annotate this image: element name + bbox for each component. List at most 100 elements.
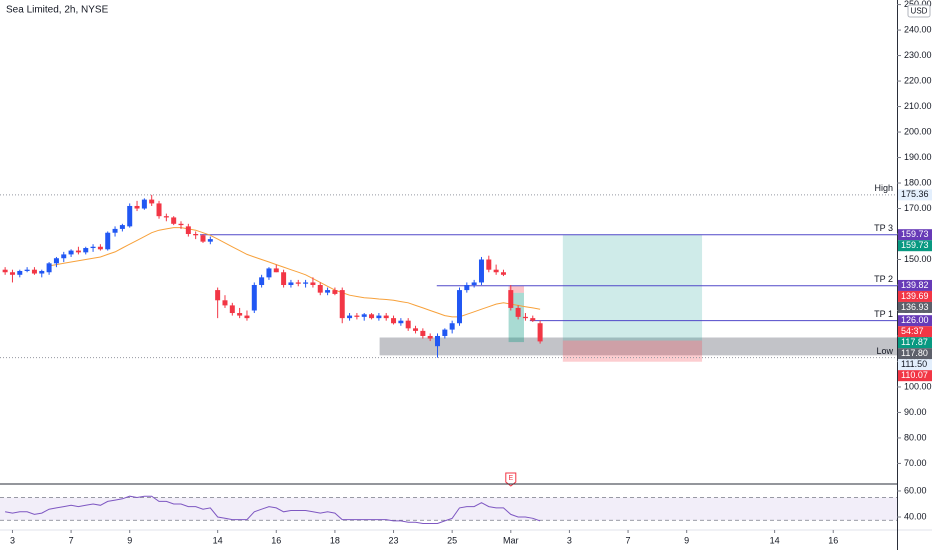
y-tick-label: 70.00 xyxy=(904,458,927,468)
candle-body xyxy=(200,235,206,242)
candle-body xyxy=(46,263,52,273)
candle-body xyxy=(281,272,287,285)
price-tag xyxy=(898,315,932,327)
y-tick-label: 90.00 xyxy=(904,407,927,417)
rsi-tick-label: 40.00 xyxy=(904,511,927,521)
x-tick-label: 16 xyxy=(271,535,281,545)
zone-box xyxy=(508,285,524,293)
price-tag xyxy=(898,240,932,252)
candle-body xyxy=(515,307,521,317)
candle-body xyxy=(442,329,448,336)
candle-body xyxy=(317,284,323,293)
candle-body xyxy=(456,290,462,324)
candle-body xyxy=(24,269,30,271)
price-tag-label: 111.50 xyxy=(901,359,927,369)
plot-layer: High TP 3 TP 2 TP 1 Low E xyxy=(0,183,897,524)
candle-body xyxy=(83,248,89,253)
x-tick-label: 23 xyxy=(389,535,399,545)
candle-body xyxy=(303,282,309,284)
event-label: E xyxy=(508,475,513,482)
candle-body xyxy=(134,205,140,209)
candle-body xyxy=(332,290,338,294)
y-tick-label: 210.00 xyxy=(904,101,932,111)
currency-box xyxy=(907,4,931,18)
candle-body xyxy=(435,335,441,347)
price-tag-label: 139.82 xyxy=(901,280,929,290)
price-tag xyxy=(898,370,932,382)
candle-body xyxy=(9,272,15,275)
price-tag-label: 110.07 xyxy=(901,370,928,380)
x-tick-label: 16 xyxy=(828,535,838,545)
candle-body xyxy=(500,272,506,275)
candle-body xyxy=(75,250,81,253)
price-tag-label: 117.87 xyxy=(901,337,928,347)
rsi-tick-label: 60.00 xyxy=(904,485,927,495)
price-tag xyxy=(898,229,932,241)
candle-body xyxy=(383,315,389,319)
y-tick-label: 100.00 xyxy=(904,381,932,391)
y-tick-label: 150.00 xyxy=(904,254,932,264)
x-tick-label: 14 xyxy=(770,535,780,545)
level-label: TP 3 xyxy=(874,223,893,233)
x-tick-label: 25 xyxy=(447,535,457,545)
candle-body xyxy=(361,314,367,317)
y-tick-label: 230.00 xyxy=(904,50,932,60)
zone-box xyxy=(379,337,897,356)
candle-body xyxy=(522,316,528,319)
candle-body xyxy=(31,269,37,274)
candle-body xyxy=(288,282,294,285)
candle-body xyxy=(215,290,221,301)
price-tag-label: 159.73 xyxy=(901,229,929,239)
y-tick-label: 220.00 xyxy=(904,75,932,85)
candle-body xyxy=(427,335,433,339)
price-tag-label: 117.80 xyxy=(901,348,928,358)
x-tick-label: 7 xyxy=(69,535,74,545)
currency: USD xyxy=(911,7,928,16)
candle-body xyxy=(163,216,169,218)
price-tag-label: 175.36 xyxy=(901,189,929,199)
level-label: Low xyxy=(876,346,893,356)
candle-body xyxy=(347,315,353,319)
level-label: TP 1 xyxy=(874,309,893,319)
candle-body xyxy=(369,314,375,319)
candle-body xyxy=(244,315,250,319)
candle-body xyxy=(310,282,316,285)
x-tick-label: 3 xyxy=(567,535,572,545)
level-label: TP 2 xyxy=(874,274,893,284)
candle-body xyxy=(112,228,118,233)
candle-body xyxy=(141,199,147,209)
candle-body xyxy=(354,315,360,317)
price-tag xyxy=(898,279,932,291)
x-tick-label: 7 xyxy=(626,535,631,545)
candle-body xyxy=(273,268,279,273)
candle-body xyxy=(493,269,499,273)
candle-body xyxy=(171,217,177,224)
price-tag-label: 136.93 xyxy=(901,302,929,312)
candle-body xyxy=(61,254,67,259)
candle-body xyxy=(193,234,199,236)
y-tick-label: 180.00 xyxy=(904,177,932,187)
rsi-line xyxy=(5,495,541,524)
price-tag xyxy=(898,301,932,313)
candle-body xyxy=(266,268,272,278)
candle-body xyxy=(127,205,133,227)
price-tag xyxy=(898,359,932,371)
price-tag-label: 126.00 xyxy=(901,315,929,325)
x-tick-label: 9 xyxy=(684,535,689,545)
candle-body xyxy=(237,313,243,316)
price-tag xyxy=(898,326,932,338)
candle-body xyxy=(17,270,23,275)
chart-title: Sea Limited, 2h, NYSE xyxy=(6,5,109,16)
candle-body xyxy=(149,199,155,204)
candle-body xyxy=(251,284,257,311)
candle-body xyxy=(391,318,397,324)
candle-body xyxy=(178,223,184,226)
price-tag xyxy=(898,290,932,302)
candle-body xyxy=(478,259,484,283)
candle-body xyxy=(53,258,59,264)
x-tick-label: 14 xyxy=(213,535,223,545)
candle-body xyxy=(2,269,8,273)
candle-body xyxy=(295,282,301,284)
candle-body xyxy=(464,284,470,291)
